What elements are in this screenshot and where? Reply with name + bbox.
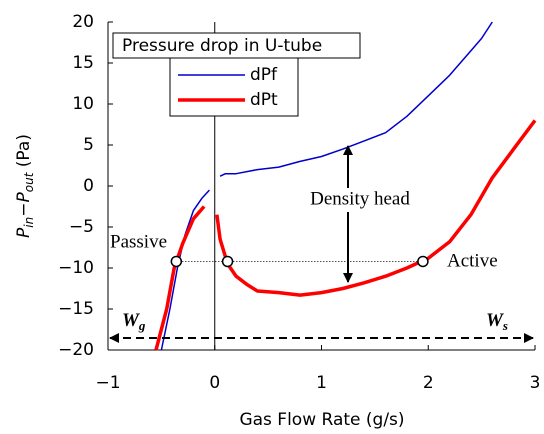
x-tick-label: 3	[530, 373, 541, 393]
y-label-part: −P	[14, 192, 34, 217]
y-label-part: out	[22, 171, 36, 192]
x-axis-label: Gas Flow Rate (g/s)	[239, 410, 404, 430]
x-tick-label: −1	[95, 373, 120, 393]
y-tick-label: 0	[83, 176, 94, 196]
annotation-part: g	[138, 318, 146, 333]
legend-title-box	[112, 32, 361, 59]
legend: dPf dPt	[178, 65, 278, 110]
y-tick-label: 20	[72, 12, 94, 32]
label-bg	[290, 188, 430, 212]
annotation: Density head	[310, 188, 410, 209]
legend-label: dPf	[250, 65, 278, 85]
operating-point	[221, 255, 234, 268]
annotation: Active	[447, 250, 498, 271]
y-tick-label: 10	[72, 94, 94, 114]
x-tick-label: 1	[316, 373, 327, 393]
legend-box	[169, 57, 299, 117]
y-axis-label: Pin−Pout (Pa)	[14, 134, 36, 238]
operating-point	[170, 255, 183, 268]
y-label-part: P	[14, 227, 34, 238]
y-tick-label: 15	[72, 53, 94, 73]
annotation: Passive	[110, 231, 167, 252]
y-tick-label: −10	[58, 258, 94, 278]
annotation: Ws	[486, 310, 508, 333]
annotation: Wg	[122, 310, 146, 333]
operating-point	[417, 255, 429, 268]
annotation-part: s	[502, 318, 508, 333]
y-tick-label: −5	[69, 217, 94, 237]
legend-title: Pressure drop in U-tube	[122, 36, 322, 56]
annotation-part: W	[486, 310, 504, 331]
legend-label: dPt	[250, 90, 278, 110]
x-tick-label: 2	[423, 373, 434, 393]
x-tick-label: 0	[209, 373, 220, 393]
annotation-part: W	[122, 310, 140, 331]
y-tick-label: 5	[83, 135, 94, 155]
y-tick-label: −15	[58, 299, 94, 319]
y-label-part: (Pa)	[14, 134, 34, 173]
y-label-part: in	[22, 217, 36, 228]
y-tick-label: −20	[58, 340, 94, 360]
series-line	[154, 119, 537, 351]
